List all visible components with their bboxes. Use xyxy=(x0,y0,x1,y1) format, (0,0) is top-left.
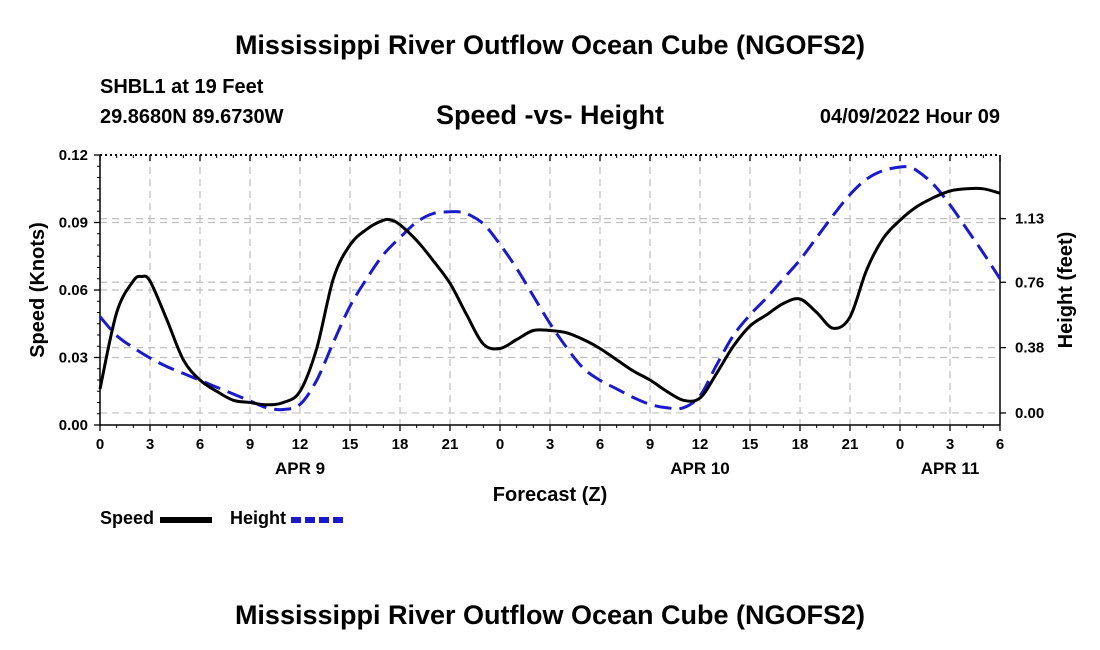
x-tick-label: 12 xyxy=(292,436,309,453)
x-tick-label: 9 xyxy=(246,436,254,453)
x-tick-label: 21 xyxy=(842,436,859,453)
y-tick-label: 0.06 xyxy=(59,282,88,299)
legend-height: Height xyxy=(230,508,286,529)
x-tick-label: 0 xyxy=(496,436,504,453)
station-label: SHBL1 at 19 Feet xyxy=(100,76,264,98)
x-axis-title: Forecast (Z) xyxy=(493,484,607,506)
x-tick-label: 6 xyxy=(596,436,604,453)
x-tick-label: 0 xyxy=(96,436,104,453)
chart-title: Mississippi River Outflow Ocean Cube (NG… xyxy=(234,30,866,60)
y-tick-label: 0.12 xyxy=(59,147,88,164)
x-tick-label: 15 xyxy=(342,436,359,453)
legend-speed-label: Speed xyxy=(100,508,155,528)
date-label: APR 10 xyxy=(670,459,730,478)
legend-speed: Speed xyxy=(100,508,154,529)
y2-axis-title: Height (feet) xyxy=(1055,232,1077,349)
speed-series-line xyxy=(98,186,1001,407)
y-tick-label: 0.03 xyxy=(59,350,88,367)
legend-height-label: Height xyxy=(230,508,286,528)
y2-tick-label: 0.76 xyxy=(1015,274,1044,291)
y2-tick-label: 1.13 xyxy=(1015,211,1044,228)
y-tick-label: 0.09 xyxy=(59,215,88,232)
x-tick-label: 6 xyxy=(996,436,1004,453)
date-label: APR 11 xyxy=(921,459,980,478)
forecast-datetime: 04/09/2022 Hour 09 xyxy=(819,106,1000,128)
x-tick-label: 18 xyxy=(392,436,409,453)
station-coordinates: 29.8680N 89.6730W xyxy=(100,106,284,128)
x-tick-label: 18 xyxy=(792,436,809,453)
x-tick-label: 15 xyxy=(742,436,759,453)
x-tick-label: 9 xyxy=(646,436,654,453)
chart-title-repeat: Mississippi River Outflow Ocean Cube (NG… xyxy=(234,600,866,630)
y2-tick-label: 0.38 xyxy=(1015,340,1044,357)
x-tick-label: 3 xyxy=(546,436,554,453)
x-tick-label: 21 xyxy=(442,436,459,453)
date-label: APR 9 xyxy=(275,459,325,478)
x-tick-label: 12 xyxy=(692,436,709,453)
x-tick-label: 3 xyxy=(946,436,954,453)
y-axis-title: Speed (Knots) xyxy=(27,222,49,358)
y-tick-label: 0.00 xyxy=(59,417,88,434)
x-tick-label: 6 xyxy=(196,436,204,453)
chart-subtitle: Speed -vs- Height xyxy=(435,100,665,130)
x-tick-label: 0 xyxy=(896,436,904,453)
y2-tick-label: 0.00 xyxy=(1015,405,1044,422)
x-tick-label: 3 xyxy=(146,436,154,453)
